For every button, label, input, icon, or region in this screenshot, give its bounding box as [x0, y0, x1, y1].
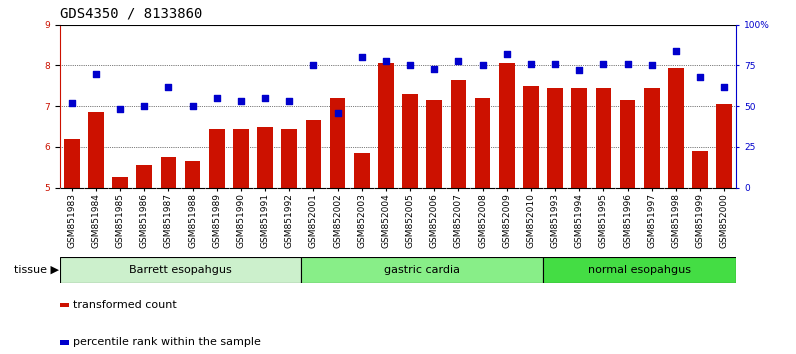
- Point: [355, 55, 368, 60]
- Bar: [543, 257, 736, 283]
- Text: GDS4350 / 8133860: GDS4350 / 8133860: [60, 7, 202, 21]
- Text: GSM852000: GSM852000: [720, 193, 728, 248]
- Bar: [572, 88, 587, 188]
- Point: [525, 61, 537, 67]
- Point: [65, 100, 78, 106]
- Bar: [64, 139, 80, 188]
- Bar: [60, 257, 302, 283]
- Point: [162, 84, 175, 90]
- Bar: [547, 88, 563, 188]
- Point: [548, 61, 561, 67]
- Point: [693, 74, 706, 80]
- Point: [331, 110, 344, 115]
- Point: [307, 63, 320, 68]
- Bar: [402, 94, 418, 188]
- Text: GSM851996: GSM851996: [623, 193, 632, 248]
- Text: GSM852010: GSM852010: [526, 193, 536, 248]
- Bar: [595, 88, 611, 188]
- Text: GSM852009: GSM852009: [502, 193, 511, 248]
- Bar: [112, 177, 128, 188]
- Text: GSM851998: GSM851998: [671, 193, 681, 248]
- Bar: [499, 63, 514, 188]
- Point: [90, 71, 103, 76]
- Text: GSM851987: GSM851987: [164, 193, 173, 248]
- Text: GSM851991: GSM851991: [260, 193, 270, 248]
- Text: GSM851985: GSM851985: [115, 193, 125, 248]
- Bar: [620, 100, 635, 188]
- Text: tissue ▶: tissue ▶: [14, 265, 59, 275]
- Text: GSM852005: GSM852005: [406, 193, 415, 248]
- Point: [718, 84, 731, 90]
- Text: GSM851992: GSM851992: [285, 193, 294, 248]
- Bar: [354, 153, 369, 188]
- Text: gastric cardia: gastric cardia: [384, 265, 460, 275]
- Point: [283, 98, 295, 104]
- Bar: [644, 88, 660, 188]
- Text: GSM852001: GSM852001: [309, 193, 318, 248]
- Bar: [60, 303, 69, 307]
- Bar: [451, 80, 466, 188]
- Text: transformed count: transformed count: [73, 300, 177, 310]
- Text: GSM851988: GSM851988: [188, 193, 197, 248]
- Bar: [306, 120, 322, 188]
- Text: GSM851994: GSM851994: [575, 193, 583, 248]
- Text: GSM852008: GSM852008: [478, 193, 487, 248]
- Text: percentile rank within the sample: percentile rank within the sample: [73, 337, 261, 347]
- Bar: [716, 104, 732, 188]
- Bar: [302, 257, 543, 283]
- Bar: [233, 129, 249, 188]
- Point: [428, 66, 441, 72]
- Bar: [257, 127, 273, 188]
- Point: [114, 107, 127, 112]
- Text: GSM851993: GSM851993: [551, 193, 560, 248]
- Text: GSM851989: GSM851989: [213, 193, 221, 248]
- Text: GSM852003: GSM852003: [357, 193, 366, 248]
- Bar: [378, 63, 394, 188]
- Bar: [161, 157, 176, 188]
- Text: normal esopahgus: normal esopahgus: [588, 265, 691, 275]
- Text: GSM851999: GSM851999: [696, 193, 704, 248]
- Text: Barrett esopahgus: Barrett esopahgus: [129, 265, 232, 275]
- Text: GSM851986: GSM851986: [140, 193, 149, 248]
- Point: [476, 63, 489, 68]
- Point: [259, 95, 271, 101]
- Text: GSM851997: GSM851997: [647, 193, 656, 248]
- Bar: [668, 68, 684, 188]
- Point: [501, 51, 513, 57]
- Point: [573, 68, 586, 73]
- Bar: [474, 98, 490, 188]
- Text: GSM852007: GSM852007: [454, 193, 463, 248]
- Bar: [185, 161, 201, 188]
- Point: [380, 58, 392, 63]
- Bar: [60, 340, 69, 345]
- Point: [646, 63, 658, 68]
- Bar: [523, 86, 539, 188]
- Point: [452, 58, 465, 63]
- Bar: [88, 112, 103, 188]
- Bar: [330, 98, 345, 188]
- Point: [210, 95, 223, 101]
- Point: [404, 63, 416, 68]
- Point: [597, 61, 610, 67]
- Text: GSM852004: GSM852004: [381, 193, 390, 248]
- Text: GSM851990: GSM851990: [236, 193, 245, 248]
- Text: GSM851984: GSM851984: [92, 193, 100, 248]
- Text: GSM852002: GSM852002: [333, 193, 342, 248]
- Text: GSM851983: GSM851983: [68, 193, 76, 248]
- Bar: [693, 151, 708, 188]
- Bar: [282, 129, 297, 188]
- Point: [186, 103, 199, 109]
- Bar: [209, 129, 224, 188]
- Point: [235, 98, 248, 104]
- Point: [669, 48, 682, 54]
- Point: [621, 61, 634, 67]
- Bar: [136, 165, 152, 188]
- Text: GSM851995: GSM851995: [599, 193, 608, 248]
- Text: GSM852006: GSM852006: [430, 193, 439, 248]
- Bar: [427, 100, 442, 188]
- Point: [138, 103, 150, 109]
